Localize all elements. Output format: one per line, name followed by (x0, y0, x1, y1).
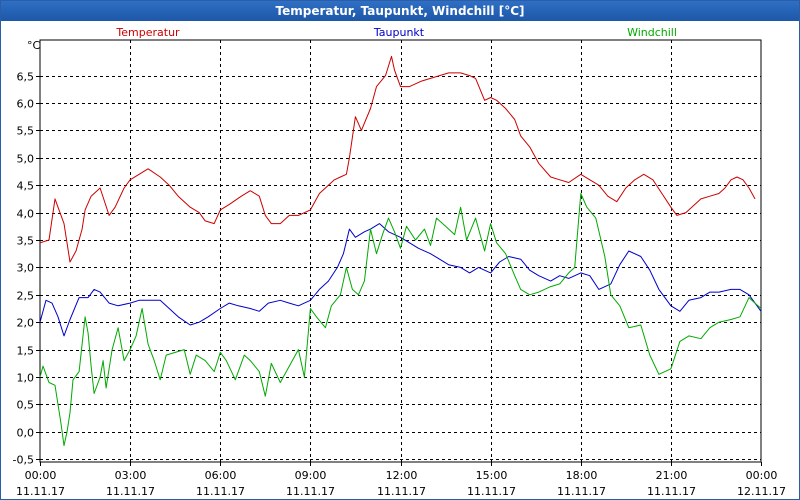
x-tick-time-label: 03:00 (115, 469, 147, 482)
x-tick-date-label: 11.11.17 (377, 485, 426, 498)
series-line-temperatur (39, 55, 756, 263)
y-tick-label: 4,0 (17, 208, 35, 221)
x-tick-time-label: 00:00 (746, 469, 778, 482)
x-tick-date-label: 11.11.17 (467, 485, 516, 498)
y-tick-label: 0,0 (17, 427, 35, 440)
x-tick-time-label: 09:00 (295, 469, 327, 482)
legend-entry-taupunkt: Taupunkt (373, 26, 425, 39)
x-tick-time-label: 18:00 (566, 469, 598, 482)
legend-entry-windchill: Windchill (627, 26, 677, 39)
x-tick-time-label: 06:00 (205, 469, 237, 482)
y-axis-ticks: -0,5 0,0 0,5 1,0 1,5 2,0 2,5 3,0 3,5 4,0 4,5 5,0 5,5… (13, 71, 40, 467)
legend-entry-temperatur: Temperatur (115, 26, 180, 39)
window-title: Temperatur, Taupunkt, Windchill [°C] (1, 1, 799, 21)
y-tick-label: 4,5 (17, 180, 35, 193)
x-tick-date-label: 11.11.17 (106, 485, 155, 498)
x-tick-date-label: 11.11.17 (557, 485, 606, 498)
x-tick-time-label: 12:00 (386, 469, 418, 482)
x-tick-date-label: 11.11.17 (647, 485, 696, 498)
x-tick-time-label: 21:00 (656, 469, 688, 482)
y-tick-label: 6,5 (17, 71, 35, 84)
y-tick-label: 2,0 (17, 317, 35, 330)
y-tick-label: 1,0 (17, 372, 35, 385)
x-tick-date-label: 11.11.17 (16, 485, 65, 498)
series-line-windchill (39, 193, 762, 447)
y-tick-label: 3,0 (17, 262, 35, 275)
x-tick-date-label: 12.11.17 (737, 485, 786, 498)
y-tick-label: 3,5 (17, 235, 35, 248)
series-lines (39, 55, 762, 447)
y-tick-label: 5,5 (17, 125, 35, 138)
grid-lines (40, 40, 761, 462)
x-tick-time-label: 15:00 (476, 469, 508, 482)
x-tick-date-label: 11.11.17 (196, 485, 245, 498)
series-line-taupunkt (39, 223, 762, 337)
y-tick-label: 6,0 (17, 98, 35, 111)
y-tick-label: -0,5 (13, 454, 34, 467)
y-tick-label: 0,5 (17, 399, 35, 412)
x-tick-time-label: 00:00 (25, 469, 57, 482)
y-tick-label: 5,0 (17, 153, 35, 166)
y-tick-label: 2,5 (17, 290, 35, 303)
y-axis-unit-label: °C (27, 39, 41, 52)
y-tick-label: 1,5 (17, 345, 35, 358)
legend: Temperatur Taupunkt Windchill (115, 26, 677, 39)
x-tick-date-label: 11.11.17 (286, 485, 335, 498)
x-axis-ticks: 00:00 11.11.17 03:00 11.11.17 06:00 11.11.17 0… (16, 462, 786, 498)
plot-area-frame (39, 39, 762, 463)
